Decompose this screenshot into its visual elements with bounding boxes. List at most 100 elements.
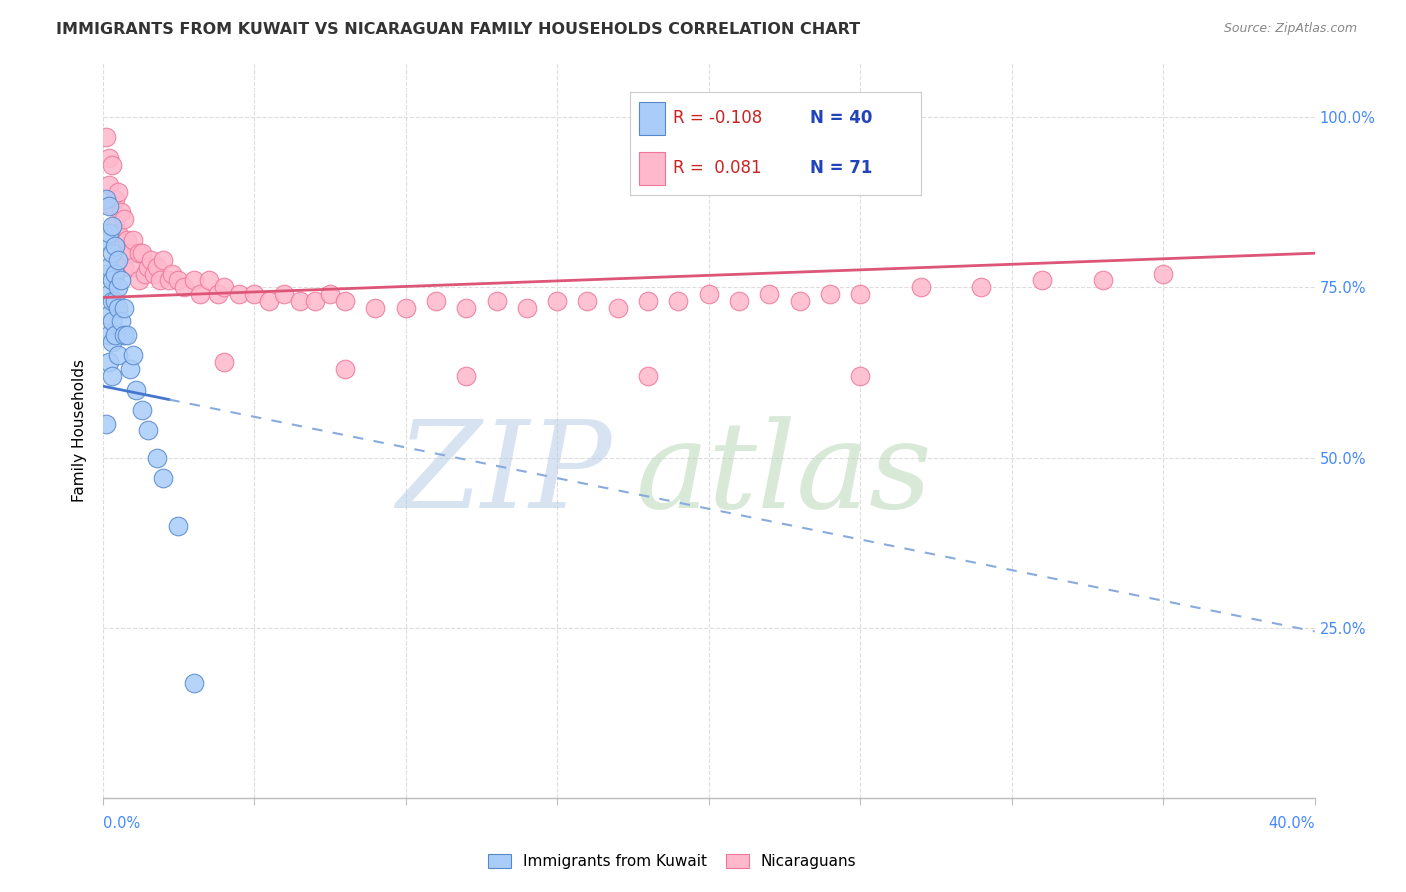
Point	[100, 334, 122, 349]
Point	[110, 273, 132, 287]
Point	[97, 260, 120, 274]
Point	[152, 253, 174, 268]
Point	[333, 293, 356, 308]
Point	[97, 328, 120, 343]
Point	[728, 293, 751, 308]
Point	[104, 219, 127, 233]
Point	[110, 205, 132, 219]
Point	[97, 308, 120, 322]
Point	[167, 518, 190, 533]
Point	[104, 267, 127, 281]
Point	[425, 293, 447, 308]
Point	[146, 450, 169, 465]
Point	[849, 287, 872, 301]
Point	[115, 328, 138, 343]
Point	[122, 348, 145, 362]
Point	[758, 287, 780, 301]
Point	[364, 301, 387, 315]
Point	[128, 273, 150, 287]
Point	[128, 246, 150, 260]
Point	[273, 287, 295, 301]
FancyBboxPatch shape	[638, 103, 665, 136]
Point	[146, 260, 169, 274]
Point	[606, 301, 628, 315]
Point	[849, 368, 872, 383]
Point	[333, 362, 356, 376]
Point	[1152, 267, 1174, 281]
Text: N = 40: N = 40	[810, 109, 873, 128]
Point	[188, 287, 211, 301]
Point	[104, 293, 127, 308]
Point	[637, 368, 659, 383]
Point	[118, 246, 141, 260]
Point	[228, 287, 250, 301]
Point	[131, 246, 153, 260]
Text: IMMIGRANTS FROM KUWAIT VS NICARAGUAN FAMILY HOUSEHOLDS CORRELATION CHART: IMMIGRANTS FROM KUWAIT VS NICARAGUAN FAM…	[56, 22, 860, 37]
Point	[97, 198, 120, 212]
Point	[100, 314, 122, 328]
Point	[107, 226, 129, 240]
Point	[243, 287, 266, 301]
Point	[104, 192, 127, 206]
Point	[167, 273, 190, 287]
Text: R =  0.081: R = 0.081	[673, 159, 762, 177]
Point	[546, 293, 568, 308]
Point	[576, 293, 599, 308]
Point	[697, 287, 720, 301]
Point	[94, 233, 117, 247]
Point	[1031, 273, 1053, 287]
Point	[637, 293, 659, 308]
Point	[100, 293, 122, 308]
Point	[100, 273, 122, 287]
Point	[115, 233, 138, 247]
Point	[134, 267, 156, 281]
Point	[107, 280, 129, 294]
Point	[173, 280, 195, 294]
Point	[157, 273, 180, 287]
Point	[110, 246, 132, 260]
Point	[94, 192, 117, 206]
Point	[149, 273, 172, 287]
Point	[970, 280, 993, 294]
Point	[100, 219, 122, 233]
Point	[1091, 273, 1114, 287]
Point	[100, 368, 122, 383]
Point	[104, 328, 127, 343]
Point	[666, 293, 689, 308]
Point	[152, 471, 174, 485]
Point	[259, 293, 281, 308]
Point	[183, 675, 205, 690]
Point	[97, 287, 120, 301]
Text: 0.0%: 0.0%	[103, 816, 139, 831]
Point	[485, 293, 508, 308]
Point	[207, 287, 229, 301]
Y-axis label: Family Households: Family Households	[72, 359, 87, 502]
Point	[107, 301, 129, 315]
Point	[97, 226, 120, 240]
Point	[104, 239, 127, 253]
Point	[212, 355, 235, 369]
Point	[112, 260, 135, 274]
Point	[100, 198, 122, 212]
Point	[110, 314, 132, 328]
Point	[97, 355, 120, 369]
Point	[818, 287, 841, 301]
Point	[319, 287, 342, 301]
Point	[910, 280, 932, 294]
Point	[304, 293, 326, 308]
Point	[94, 130, 117, 145]
Point	[112, 328, 135, 343]
Point	[143, 267, 166, 281]
Legend: Immigrants from Kuwait, Nicaraguans: Immigrants from Kuwait, Nicaraguans	[482, 848, 862, 875]
Text: ZIP: ZIP	[396, 416, 612, 533]
Point	[136, 424, 159, 438]
Point	[122, 260, 145, 274]
Point	[789, 293, 811, 308]
Point	[131, 403, 153, 417]
Point	[288, 293, 311, 308]
Text: R = -0.108: R = -0.108	[673, 109, 762, 128]
Point	[118, 362, 141, 376]
Point	[112, 301, 135, 315]
Point	[456, 301, 478, 315]
FancyBboxPatch shape	[638, 152, 665, 185]
